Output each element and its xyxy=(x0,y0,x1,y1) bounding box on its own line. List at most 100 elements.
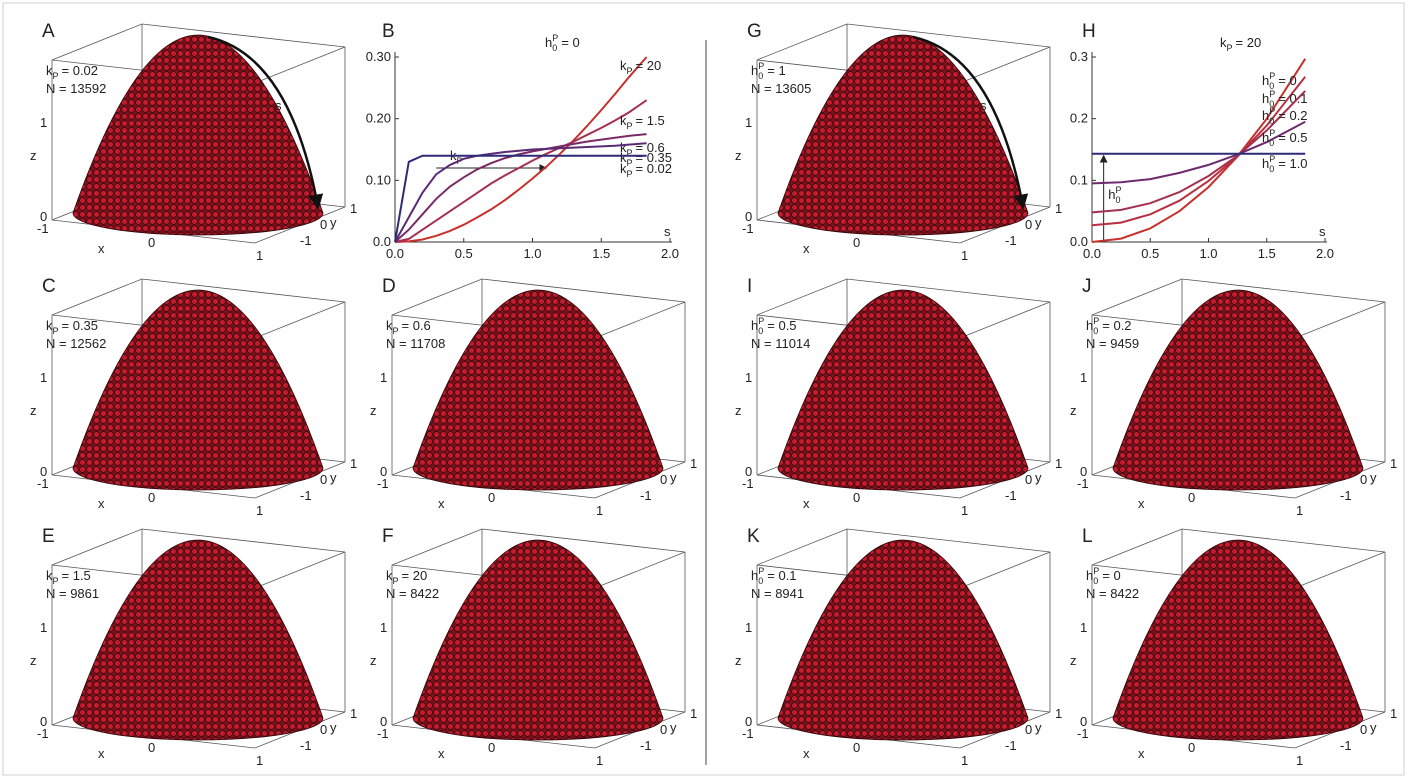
superscript: P xyxy=(1093,316,1099,326)
panel-letter: J xyxy=(1082,276,1092,297)
y-tick-label: -1 xyxy=(1005,233,1017,248)
symbol: k xyxy=(620,58,627,73)
symbol: k xyxy=(386,318,393,333)
value: = 20 xyxy=(636,58,662,73)
superscript: P xyxy=(1269,154,1275,164)
y-tick-label: 1 xyxy=(1055,706,1062,721)
panel-count: N = 9861 xyxy=(46,586,99,601)
y-axis-label: y xyxy=(670,470,677,485)
panel-count: N = 13605 xyxy=(751,81,811,96)
z-axis-label: z xyxy=(30,403,37,418)
z-tick-label: 0 xyxy=(40,464,47,479)
subscript: P xyxy=(627,148,633,158)
series-label: h0P = 0 xyxy=(1262,71,1297,91)
paraboloid xyxy=(777,539,1029,741)
x-tick-label: 0 xyxy=(488,490,495,505)
series-label: kP = 0.35 xyxy=(620,150,672,168)
panel-count: N = 12562 xyxy=(46,336,106,351)
panel-parameter: kP = 0.6 xyxy=(386,318,431,336)
symbol: k xyxy=(46,568,53,583)
x-tick-label: 0 xyxy=(853,235,860,250)
x-tick-label: 0 xyxy=(148,490,155,505)
panel-letter: B xyxy=(382,21,395,42)
value: = 20 xyxy=(1236,35,1262,50)
x-tick-label: 1 xyxy=(256,753,263,768)
y-tick-label: 1 xyxy=(350,456,357,471)
y-tick-label: 0.1 xyxy=(1070,172,1088,187)
x-tick-label: 0.5 xyxy=(1141,246,1159,261)
y-tick-label: 1 xyxy=(690,456,697,471)
symbol: k xyxy=(1220,35,1227,50)
z-axis-label: z xyxy=(735,403,742,418)
value: = 0.6 xyxy=(402,318,431,333)
subscript: 0 xyxy=(1093,576,1098,586)
panel-parameter: kP = 0.02 xyxy=(46,63,98,81)
y-tick-label: -1 xyxy=(1340,488,1352,503)
panel-letter: A xyxy=(42,21,55,42)
subscript: 0 xyxy=(552,43,557,53)
symbol: h xyxy=(751,318,758,333)
y-tick-label: -1 xyxy=(1340,738,1352,753)
x-tick-label: 0 xyxy=(1188,490,1195,505)
x-tick-label: 1 xyxy=(596,503,603,518)
value: = 0.2 xyxy=(1278,108,1307,123)
paraboloid xyxy=(412,539,664,741)
symbol: h xyxy=(1086,568,1093,583)
y-tick-label: -1 xyxy=(1005,488,1017,503)
y-tick-label: 1 xyxy=(1390,706,1397,721)
x-axis-label: x xyxy=(1138,746,1145,761)
x-tick-label: -1 xyxy=(742,726,754,741)
x-tick-label: 0 xyxy=(853,490,860,505)
value: = 0 xyxy=(1102,568,1120,583)
y-tick-label: 0 xyxy=(1025,217,1032,232)
series-label: kP = 0.02 xyxy=(620,161,672,179)
z-tick-label: 1 xyxy=(745,115,752,130)
x-tick-label: 1 xyxy=(1296,503,1303,518)
paraboloid xyxy=(777,289,1029,491)
series-line xyxy=(1091,58,1307,243)
panel-letter: G xyxy=(747,21,762,42)
panel-letter: K xyxy=(747,526,760,547)
subscript: P xyxy=(627,158,633,168)
y-tick-label: 0 xyxy=(660,722,667,737)
value: = 0.35 xyxy=(636,150,673,165)
series-line xyxy=(394,142,647,243)
arc-label: s xyxy=(275,98,282,113)
z-tick-label: 1 xyxy=(1080,620,1087,635)
y-tick-label: 1 xyxy=(1055,201,1062,216)
y-tick-label: 0.30 xyxy=(366,49,391,64)
y-tick-label: 0 xyxy=(660,472,667,487)
z-axis-label: z xyxy=(30,653,37,668)
z-tick-label: 1 xyxy=(380,620,387,635)
subscript: P xyxy=(627,121,633,131)
y-tick-label: 0.0 xyxy=(373,234,391,249)
x-tick-label: -1 xyxy=(742,221,754,236)
subscript: P xyxy=(627,66,633,76)
subscript: P xyxy=(1227,43,1233,53)
superscript: P xyxy=(758,61,764,71)
symbol: h xyxy=(751,568,758,583)
subscript: 0 xyxy=(1093,326,1098,336)
subscript: 0 xyxy=(1269,81,1274,91)
y-tick-label: 0.20 xyxy=(366,111,391,126)
z-tick-label: 0 xyxy=(380,464,387,479)
panel-letter: H xyxy=(1082,21,1096,42)
x-axis-label: x xyxy=(803,496,810,511)
x-tick-label: -1 xyxy=(37,221,49,236)
panel-count: N = 13592 xyxy=(46,81,106,96)
subscript: P xyxy=(393,326,399,336)
y-axis-label: y xyxy=(330,720,337,735)
symbol: k xyxy=(46,318,53,333)
y-tick-label: 0.2 xyxy=(1070,111,1088,126)
y-axis-label: y xyxy=(1035,215,1042,230)
x-tick-label: 1.0 xyxy=(523,246,541,261)
subscript: P xyxy=(53,326,59,336)
value: = 0.35 xyxy=(62,318,99,333)
